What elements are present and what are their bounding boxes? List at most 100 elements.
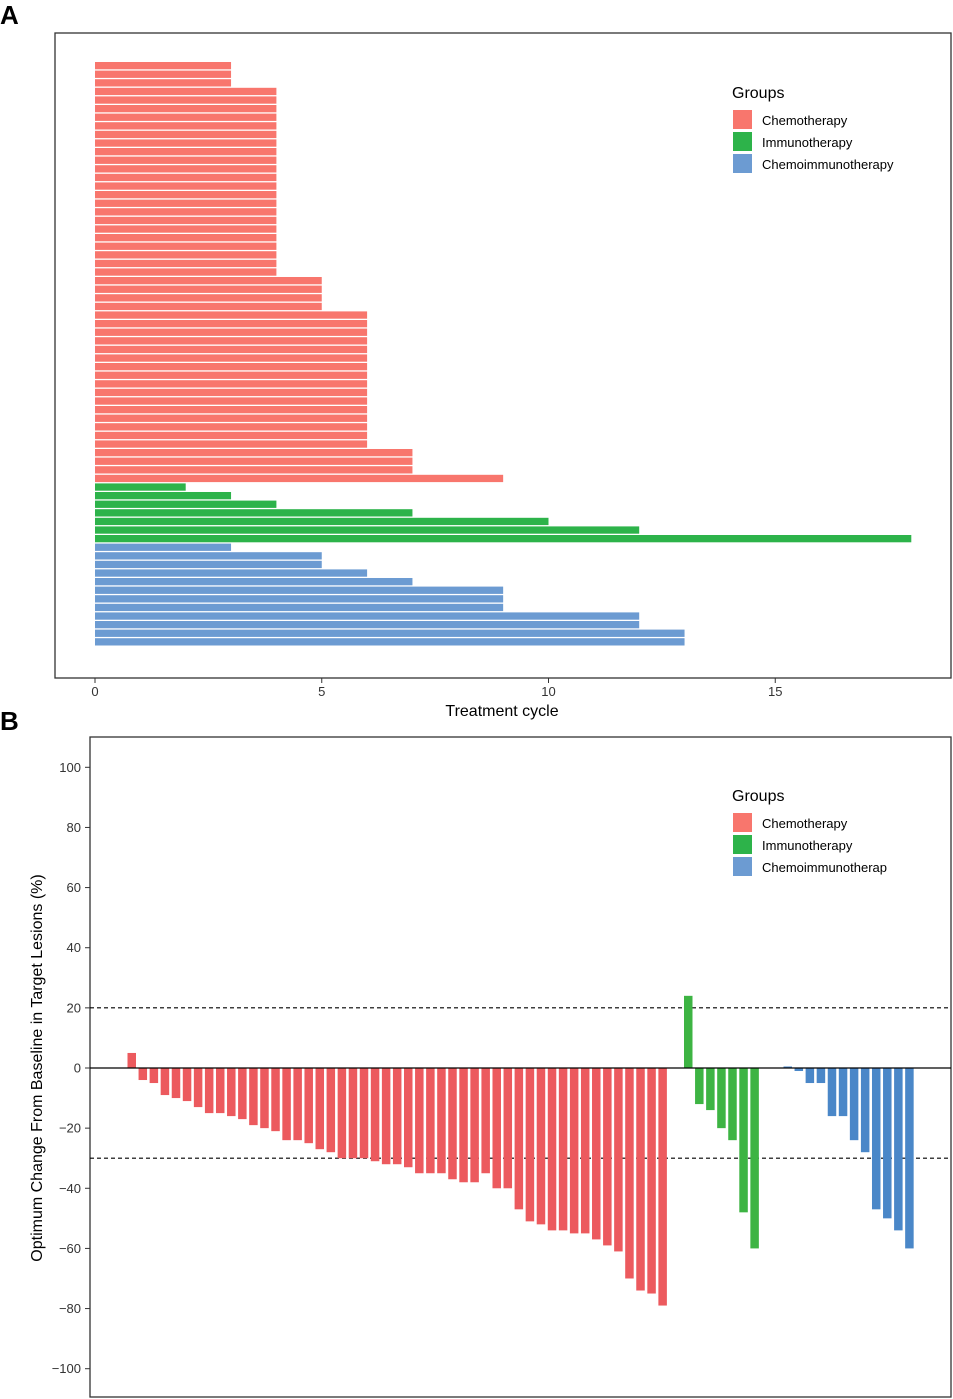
panel-b-legend-swatch-chemotherapy [733,813,752,832]
panel-a-legend: Groups Chemotherapy Immunotherapy Chemoi… [732,85,894,173]
bar-a-chemotherapy-30 [95,311,368,319]
b-y-tick-label-7: −40 [59,1181,81,1196]
bar-b-chemotherapy-17 [304,1068,313,1144]
panel-a-legend-label-chemoimmunotherapy: Chemoimmunotherapy [762,157,894,172]
b-y-tick-label-6: −20 [59,1121,81,1136]
bar-b-chemotherapy-13 [260,1068,269,1129]
bar-b-chemotherapy-23 [370,1068,380,1162]
bar-a-chemotherapy-3 [95,79,232,87]
b-y-tick-label-5: 0 [74,1061,81,1076]
bar-b-immunotherapy-3 [706,1068,715,1111]
bar-b-chemoimmunotherapy-2 [794,1068,804,1072]
bar-a-chemotherapy-18 [95,208,277,216]
panel-b-y-axis: 100 80 60 40 20 0 −20 −40 −60 −80 −100 [52,760,90,1376]
bar-b-chemotherapy-36 [514,1068,524,1210]
bar-a-immunotherapy-5 [95,517,549,526]
panel-b-legend: Groups Chemotherapy Immunotherapy Chemoi… [732,788,887,876]
panel-a-legend-label-chemotherapy: Chemotherapy [762,113,848,128]
bar-a-chemotherapy-8 [95,122,277,130]
panel-b-legend-label-immunotherapy: Immunotherapy [762,838,853,853]
bar-b-chemotherapy-11 [238,1068,247,1120]
bar-a-chemoimmunotherapy-8 [95,603,504,612]
bar-b-chemotherapy-25 [392,1068,402,1165]
bar-a-chemotherapy-28 [95,294,322,302]
bar-b-immunotherapy-4 [717,1068,726,1129]
bar-b-chemotherapy-40 [558,1068,568,1231]
bar-a-chemotherapy-34 [95,345,368,354]
panel-a-bars [95,62,912,646]
panel-b-legend-title: Groups [732,788,784,805]
bar-a-chemotherapy-40 [95,397,368,405]
bar-b-chemotherapy-49 [658,1068,667,1306]
bar-b-chemotherapy-16 [293,1068,302,1141]
bar-b-chemoimmunotherapy-4 [816,1068,826,1084]
bar-a-chemotherapy-26 [95,277,322,285]
bar-b-immunotherapy-7 [750,1068,759,1249]
bar-a-chemoimmunotherapy-1 [95,543,232,551]
bar-b-chemotherapy-39 [547,1068,557,1231]
bar-b-chemotherapy-29 [437,1068,446,1174]
bar-a-chemotherapy-10 [95,139,277,147]
bar-a-immunotherapy-3 [95,500,277,508]
bar-a-chemotherapy-21 [95,234,277,242]
bar-a-chemotherapy-37 [95,371,368,379]
bar-b-immunotherapy-6 [739,1068,748,1213]
bar-b-chemotherapy-20 [337,1068,347,1159]
bar-a-chemotherapy-48 [95,466,413,474]
bar-b-chemotherapy-7 [193,1068,203,1108]
bar-b-chemotherapy-3 [149,1068,159,1084]
bar-a-chemotherapy-12 [95,156,277,164]
bar-b-chemotherapy-32 [470,1068,479,1183]
bar-a-chemotherapy-35 [95,354,368,362]
bar-a-chemoimmunotherapy-6 [95,586,504,594]
bar-b-chemotherapy-42 [580,1068,590,1234]
bar-b-chemotherapy-34 [492,1068,501,1189]
bar-a-chemotherapy-4 [95,87,277,96]
bar-b-chemotherapy-8 [204,1068,214,1114]
b-y-tick-label-1: 80 [67,820,81,835]
b-y-tick-label-4: 20 [67,1000,81,1015]
panel-a-x-axis-title: Treatment cycle [445,703,558,720]
bar-a-chemotherapy-11 [95,148,277,156]
bar-a-chemotherapy-5 [95,96,277,104]
bar-b-chemotherapy-24 [381,1068,391,1165]
bar-a-chemotherapy-17 [95,199,277,207]
panel-a-legend-title: Groups [732,85,784,102]
a-x-tick-label-10: 10 [541,684,555,699]
bar-b-immunotherapy-2 [695,1068,704,1105]
bar-a-chemotherapy-15 [95,182,277,190]
bar-b-chemotherapy-30 [448,1068,457,1180]
b-y-tick-label-0: 100 [59,760,81,775]
bar-a-chemotherapy-33 [95,337,368,345]
panel-a-legend-swatch-chemoimmunotherapy [733,154,752,173]
bar-b-chemoimmunotherapy-3 [805,1068,815,1084]
b-y-tick-label-8: −60 [59,1241,81,1256]
bar-b-chemotherapy-41 [569,1068,579,1234]
bar-a-chemotherapy-32 [95,328,368,336]
bar-a-chemotherapy-36 [95,363,368,371]
b-y-tick-label-2: 60 [67,880,81,895]
bar-a-chemoimmunotherapy-7 [95,595,504,603]
bar-b-chemotherapy-5 [171,1068,181,1099]
bar-b-chemotherapy-26 [404,1068,413,1168]
bar-b-chemoimmunotherapy-7 [849,1068,859,1141]
bar-b-chemotherapy-28 [426,1068,435,1174]
panel-label-a: A [0,0,19,30]
bar-a-chemoimmunotherapy-5 [95,578,413,586]
bar-a-chemoimmunotherapy-4 [95,569,368,577]
bar-b-chemoimmunotherapy-1 [783,1066,792,1068]
bar-a-chemotherapy-29 [95,302,322,311]
panel-a-plot-frame [54,32,952,679]
bar-a-chemotherapy-25 [95,268,277,276]
bar-a-chemoimmunotherapy-10 [95,621,640,629]
bar-a-chemotherapy-24 [95,259,277,268]
bar-b-chemotherapy-19 [326,1068,336,1153]
bar-a-chemotherapy-31 [95,320,368,328]
a-x-tick-label-15: 15 [768,684,782,699]
bar-a-chemotherapy-1 [95,62,232,70]
bar-b-chemoimmunotherapy-8 [860,1068,870,1153]
bar-b-immunotherapy-1 [684,995,693,1068]
panel-b-legend-swatch-chemoimmunotherapy [733,857,752,876]
bar-b-chemotherapy-37 [525,1068,535,1222]
bar-a-chemoimmunotherapy-12 [95,638,685,646]
